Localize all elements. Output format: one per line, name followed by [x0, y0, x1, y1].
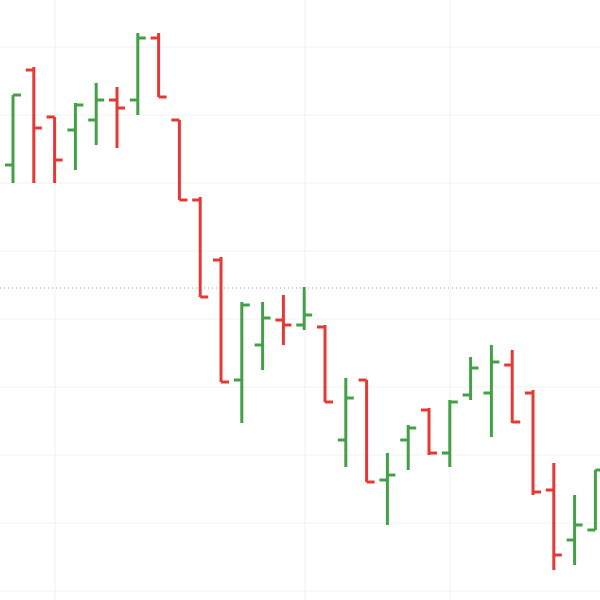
x-grid [54, 0, 451, 600]
